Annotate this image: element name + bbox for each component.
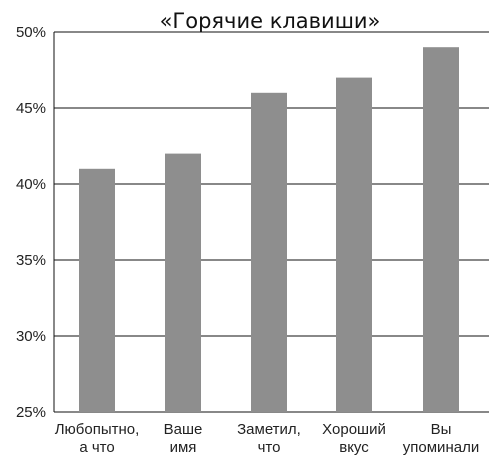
bar <box>423 47 459 412</box>
x-tick-label: Любопытно, а что <box>55 421 140 456</box>
y-tick-label: 35% <box>16 252 46 269</box>
y-tick-label: 50% <box>16 24 46 41</box>
x-tick-label: Заметил, что <box>237 421 301 456</box>
bar <box>165 153 201 412</box>
y-axis-ticks: 25% 30% 35% 40% 45% 50% <box>16 24 46 421</box>
chart-title: «Горячие клавиши» <box>160 9 381 33</box>
bar <box>79 168 115 412</box>
x-tick-label: Хороший вкус <box>322 421 386 456</box>
x-tick-label: Вы упоминали <box>403 421 479 456</box>
x-tick-label: Ваше имя <box>164 421 203 456</box>
x-axis-labels: Любопытно, а что Ваше имя Заметил, что Хороший… <box>55 421 480 456</box>
bar <box>251 92 287 413</box>
y-tick-label: 45% <box>16 100 46 117</box>
bars <box>79 47 459 413</box>
y-tick-label: 40% <box>16 176 46 193</box>
bar <box>336 77 372 412</box>
y-tick-label: 30% <box>16 328 46 345</box>
y-tick-label: 25% <box>16 404 46 421</box>
